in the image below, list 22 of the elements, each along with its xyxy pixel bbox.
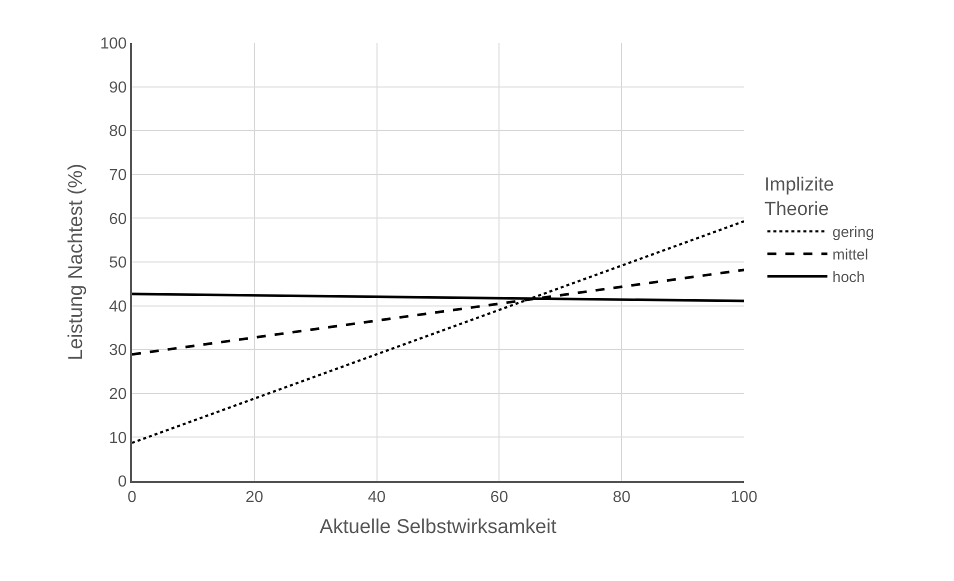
y-tick-label: 20 bbox=[109, 386, 127, 403]
x-axis-title: Aktuelle Selbstwirksamkeit bbox=[320, 516, 557, 538]
y-tick-label: 30 bbox=[109, 342, 127, 360]
x-tick-label: 60 bbox=[490, 489, 508, 506]
y-tick-label: 90 bbox=[109, 79, 127, 96]
x-tick-label: 100 bbox=[730, 489, 758, 506]
y-tick-label: 0 bbox=[118, 474, 127, 491]
y-tick-label: 50 bbox=[109, 254, 127, 272]
x-tick-label: 80 bbox=[612, 489, 631, 506]
legend-title: Implizite Theorie bbox=[764, 174, 834, 220]
legend-label: gering bbox=[832, 224, 874, 242]
y-tick-label: 60 bbox=[109, 210, 127, 228]
legend-label: mittel bbox=[832, 246, 868, 264]
y-axis-title: Leistung Nachtest (%) bbox=[65, 164, 88, 360]
y-tick-label: 80 bbox=[109, 123, 127, 140]
y-tick-label: 10 bbox=[109, 430, 127, 447]
x-tick-label: 20 bbox=[246, 489, 264, 506]
x-tick-label: 40 bbox=[368, 489, 386, 506]
y-tick-label: 70 bbox=[109, 167, 127, 184]
legend-label: hoch bbox=[832, 269, 865, 286]
y-tick-label: 40 bbox=[109, 298, 127, 316]
y-tick-label: 100 bbox=[100, 36, 127, 53]
